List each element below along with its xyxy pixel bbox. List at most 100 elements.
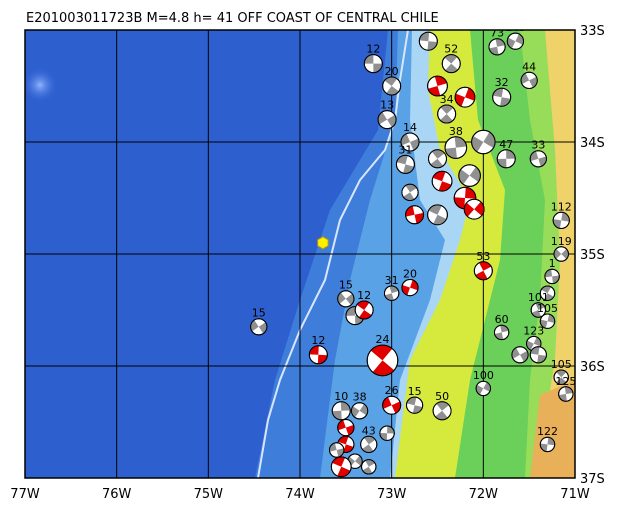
beachball-outline bbox=[463, 198, 485, 220]
beachball-compression bbox=[475, 270, 488, 280]
beachball-compression bbox=[440, 105, 454, 114]
beachball-outline bbox=[427, 204, 448, 226]
focal-mechanism-beachball[interactable]: 52 bbox=[441, 43, 461, 74]
focal-mechanism-beachball[interactable]: 10 bbox=[331, 390, 351, 421]
focal-mechanism-beachball[interactable]: 20 bbox=[382, 65, 402, 96]
focal-mechanism-beachball[interactable] bbox=[401, 183, 419, 201]
beachball-compression bbox=[317, 354, 328, 364]
depth-label: 44 bbox=[522, 60, 536, 73]
beachball-outline bbox=[444, 136, 468, 159]
beachball-outline bbox=[431, 170, 453, 192]
beachball-outline bbox=[377, 110, 397, 130]
focal-mechanism-beachball[interactable] bbox=[330, 456, 352, 478]
beachball-compression bbox=[359, 310, 372, 320]
focal-mechanism-beachball[interactable]: 14 bbox=[400, 121, 420, 152]
focal-mechanism-beachball[interactable]: 32 bbox=[492, 76, 512, 107]
focal-mechanism-beachball[interactable] bbox=[361, 459, 377, 475]
focal-mechanism-beachball[interactable] bbox=[328, 442, 345, 458]
depth-label: 47 bbox=[499, 138, 513, 151]
depth-label: 1 bbox=[549, 257, 556, 270]
focal-mechanism-beachball[interactable]: 26 bbox=[382, 384, 402, 415]
beachball-compression bbox=[497, 158, 507, 168]
beachball-compression bbox=[495, 38, 506, 47]
focal-mechanism-beachball[interactable]: 15 bbox=[250, 307, 268, 336]
focal-mechanism-beachball[interactable] bbox=[379, 425, 395, 441]
focal-mechanism-beachball[interactable]: 100 bbox=[473, 369, 494, 397]
focal-mechanism-beachball[interactable] bbox=[463, 198, 485, 220]
beachball-compression bbox=[561, 212, 570, 222]
beachball-outline bbox=[363, 54, 383, 74]
focal-mechanism-beachball[interactable]: 13 bbox=[377, 99, 397, 130]
focal-mechanism-beachball[interactable] bbox=[529, 346, 547, 364]
focal-mechanism-beachball[interactable]: 20 bbox=[401, 268, 419, 297]
focal-mechanism-beachball[interactable]: 12 bbox=[354, 289, 374, 320]
focal-mechanism-beachball[interactable]: 15 bbox=[337, 279, 355, 308]
focal-mechanism-beachball[interactable] bbox=[511, 346, 529, 364]
focal-mechanism-beachball[interactable]: 53 bbox=[473, 250, 493, 281]
graticule bbox=[25, 30, 575, 478]
focal-mechanism-beachball[interactable]: 125 bbox=[555, 375, 576, 402]
depth-label: 31 bbox=[398, 143, 412, 156]
beachball-outline bbox=[471, 129, 496, 155]
focal-mechanism-beachball[interactable]: 43 bbox=[360, 424, 378, 453]
beachball-outline bbox=[539, 313, 556, 329]
depth-label: 12 bbox=[366, 43, 380, 56]
focal-mechanism-beachball[interactable]: 44 bbox=[520, 60, 538, 90]
beachball-compression bbox=[554, 248, 562, 260]
focal-mechanism-beachball[interactable]: 149 bbox=[505, 21, 526, 50]
focal-mechanism-beachball[interactable] bbox=[337, 419, 355, 437]
beachball-compression bbox=[384, 77, 398, 86]
beachball-compression bbox=[454, 197, 465, 209]
focal-mechanism-beachball[interactable] bbox=[405, 205, 425, 225]
latitude-label: 35S bbox=[580, 248, 605, 263]
focal-mechanism-beachball[interactable]: 31 bbox=[383, 274, 400, 301]
beachball-outline bbox=[308, 345, 328, 365]
focal-mechanism-beachball[interactable]: 101 bbox=[528, 291, 549, 318]
focal-mechanism-beachball[interactable] bbox=[471, 129, 496, 155]
beachball-compression bbox=[476, 384, 484, 395]
focal-mechanism-beachball[interactable]: 31 bbox=[395, 143, 415, 174]
beachball-compression bbox=[364, 54, 374, 64]
focal-mechanism-beachball[interactable]: 119 bbox=[551, 235, 572, 262]
focal-mechanism-beachball[interactable]: 50 bbox=[432, 390, 452, 421]
beachball-compression bbox=[454, 136, 467, 148]
focal-mechanism-beachball[interactable]: 47 bbox=[496, 138, 516, 169]
focal-mechanism-beachball[interactable]: 24 bbox=[366, 333, 399, 377]
focal-mechanism-beachball[interactable] bbox=[458, 164, 481, 187]
beachball-compression bbox=[370, 345, 393, 361]
focal-mechanism-beachball[interactable]: 38 bbox=[444, 125, 468, 159]
focal-mechanism-beachball[interactable]: 12 bbox=[363, 43, 383, 74]
focal-mechanism-beachball[interactable]: 105 bbox=[537, 302, 558, 329]
focal-mechanism-beachball[interactable] bbox=[431, 170, 453, 192]
focal-mechanism-beachball[interactable]: 122 bbox=[537, 425, 558, 453]
beachball-outline bbox=[530, 302, 547, 318]
focal-mechanism-beachball[interactable] bbox=[427, 75, 448, 97]
beachball-outline bbox=[458, 164, 481, 187]
beachball-compression bbox=[356, 301, 370, 310]
focal-mechanism-beachball[interactable]: 105 bbox=[551, 358, 572, 385]
focal-mechanism-beachball[interactable]: 112 bbox=[551, 200, 572, 229]
focal-mechanism-beachball[interactable]: 33 bbox=[529, 139, 547, 168]
focal-mechanism-beachball[interactable] bbox=[539, 285, 556, 301]
focal-mechanism-beachball[interactable] bbox=[454, 86, 476, 108]
focal-mechanism-beachball[interactable]: 25 bbox=[418, 20, 438, 51]
beachball-compression bbox=[387, 114, 397, 128]
focal-mechanism-beachball[interactable]: 1 bbox=[544, 257, 560, 285]
focal-mechanism-beachball[interactable]: 60 bbox=[493, 313, 510, 341]
focal-mechanism-beachball[interactable]: 73 bbox=[488, 27, 506, 56]
focal-mechanism-beachball[interactable]: 12 bbox=[308, 334, 328, 365]
focal-mechanism-beachball[interactable]: 34 bbox=[437, 93, 457, 124]
beachball-compression bbox=[336, 448, 344, 457]
map-title: E201003011723B M=4.8 h= 41 OFF COAST OF … bbox=[26, 11, 439, 26]
beachball-compression bbox=[406, 397, 417, 406]
focal-mechanism-beachball[interactable]: 15 bbox=[405, 385, 424, 414]
focal-mechanism-beachball[interactable]: 38 bbox=[350, 391, 369, 420]
depth-label: 14 bbox=[403, 121, 417, 134]
latitude-label: 34S bbox=[580, 136, 605, 151]
depth-label: 105 bbox=[551, 358, 572, 371]
focal-mechanism-beachball[interactable] bbox=[427, 204, 448, 226]
beachball-compression bbox=[444, 54, 458, 64]
focal-mechanism-beachball[interactable] bbox=[428, 149, 447, 169]
